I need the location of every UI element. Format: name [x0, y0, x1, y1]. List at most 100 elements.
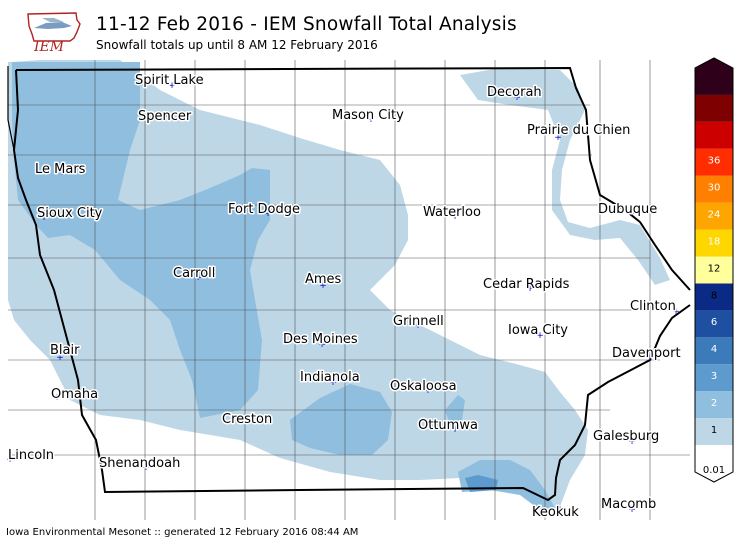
city-dot-creston: +: [258, 417, 266, 427]
colorbar-segment: [695, 229, 733, 257]
colorbar-segment: [695, 310, 733, 338]
city-dot-des-moines: +: [318, 340, 326, 350]
city-dot-davenport: +: [646, 353, 654, 363]
map-title: 11-12 Feb 2016 - IEM Snowfall Total Anal…: [96, 14, 517, 35]
city-dot-waterloo: +: [451, 212, 459, 222]
snowfall-area-light: [8, 60, 588, 512]
colorbar-segment: [695, 364, 733, 392]
city-label-waterloo: Waterloo: [423, 205, 481, 220]
city-dot-keokuk: +: [556, 505, 564, 515]
city-label-oskaloosa: Oskaloosa: [390, 379, 457, 394]
city-label-davenport: Davenport: [612, 346, 681, 361]
snowfall-area-ne-light: [460, 68, 670, 285]
iem-logo: IEM: [24, 8, 84, 55]
colorbar-segment: [695, 391, 733, 419]
colorbar-label: 3: [711, 371, 717, 382]
colorbar-segment: [695, 445, 733, 472]
city-dot-shenandoah: +: [142, 463, 150, 473]
city-label-iowa-city: Iowa City: [508, 323, 568, 338]
city-dot-galesburg: +: [628, 437, 636, 447]
city-label-sioux-city: Sioux City: [37, 206, 103, 221]
colorbar-outline: [694, 57, 734, 483]
city-label-des-moines: Des Moines: [283, 332, 358, 347]
snowfall-colorbar: 0.01 1 2 3 4 6 8 12 18 24 30 36: [693, 52, 737, 492]
colorbar-segment: [695, 148, 733, 176]
logo-text: IEM: [33, 39, 65, 54]
city-label-grinnell: Grinnell: [393, 314, 444, 329]
colorbar-segment: [695, 283, 733, 311]
city-dot-fort-dodge: +: [264, 209, 272, 219]
city-label-ottumwa: Ottumwa: [418, 418, 478, 433]
city-label-cedar-rapids: Cedar Rapids: [483, 277, 570, 292]
city-dot-indianola: +: [329, 378, 337, 388]
colorbar-segment: [695, 418, 733, 446]
colorbar-segment: [695, 121, 733, 149]
city-dot-oskaloosa: +: [424, 386, 432, 396]
nebraska-dakota-border: [7, 66, 15, 151]
colorbar-label: 36: [708, 156, 721, 167]
city-dot-grinnell: +: [414, 321, 422, 331]
colorbar-label: 30: [708, 183, 721, 194]
colorbar-segment: [695, 68, 733, 95]
colorbar-label: 1: [711, 425, 717, 436]
city-label-carroll: Carroll: [173, 266, 215, 281]
city-dot-prairie-du-chien: +: [554, 133, 562, 143]
iowa-border: [12, 66, 691, 502]
city-dot-spencer: +: [163, 110, 171, 120]
city-dot-dubuque: +: [628, 209, 636, 219]
city-label-clinton: Clinton: [630, 299, 676, 314]
city-dot-carroll: +: [194, 273, 202, 283]
city-dot-clinton: +: [672, 307, 680, 317]
state-borders: [7, 66, 691, 502]
city-label-fort-dodge: Fort Dodge: [228, 202, 300, 217]
city-dot-ottumwa: +: [451, 425, 459, 435]
colorbar-label: 0.01: [703, 465, 725, 476]
city-markers: +Spirit Lake+Decorah+Spencer +Mason City+…: [6, 72, 682, 522]
colorbar-segment: [695, 202, 733, 230]
city-dot-ames: +: [319, 281, 327, 291]
city-label-le-mars: Le Mars: [35, 162, 86, 177]
snowfall-area-medium-south: [290, 384, 392, 455]
city-label-indianola: Indianola: [300, 370, 360, 385]
colorbar-label: 18: [708, 236, 721, 247]
colorbar-segment: [695, 337, 733, 365]
city-dot-macomb: +: [628, 505, 636, 515]
city-label-ames: Ames: [305, 272, 342, 287]
colorbar-bottom-cap: [695, 472, 733, 482]
city-label-decorah: Decorah: [487, 85, 542, 100]
city-dot-mason-city: +: [367, 115, 375, 125]
city-label-spencer: Spencer: [138, 109, 192, 124]
colorbar-top-cap: [695, 58, 733, 68]
colorbar-label: 8: [711, 290, 717, 301]
city-label-lincoln: Lincoln: [8, 448, 54, 463]
city-dot-lincoln: +: [6, 455, 14, 465]
colorbar-segment: [695, 256, 733, 284]
colorbar-label: 4: [711, 344, 717, 355]
map-svg: +Spirit Lake+Decorah+Spencer +Mason City+…: [6, 56, 692, 523]
footer-credit: Iowa Environmental Mesonet :: generated …: [6, 527, 359, 538]
iem-logo-graphic: IEM: [27, 12, 81, 55]
colorbar-label: 12: [708, 263, 721, 274]
county-grid: [8, 60, 690, 520]
city-label-creston: Creston: [222, 412, 272, 427]
colorbar-segment: [695, 94, 733, 122]
city-label-macomb: Macomb: [601, 497, 656, 512]
city-dot-cedar-rapids: +: [526, 284, 534, 294]
city-dot-le-mars: +: [58, 168, 66, 178]
city-dot-decorah: +: [513, 93, 521, 103]
city-dot-iowa-city: +: [536, 331, 544, 341]
snowfall-area-medium-sse: [458, 460, 555, 510]
colorbar-label: 6: [711, 317, 717, 328]
snowfall-map: + Spirit Lake + Decorah + Spencer + Mason City +…: [6, 56, 692, 523]
city-label-galesburg: Galesburg: [593, 429, 659, 444]
city-label-shenandoah: Shenandoah: [99, 456, 180, 471]
city-label-prairie-du-chien: Prairie du Chien: [527, 123, 630, 138]
city-label-omaha: Omaha: [51, 387, 98, 402]
colorbar-segment: [695, 175, 733, 203]
city-label-keokuk: Keokuk: [532, 505, 579, 520]
colorbar-label: 2: [711, 398, 717, 409]
map-subtitle: Snowfall totals up until 8 AM 12 Februar…: [96, 38, 378, 52]
snowfall-area-medium: [12, 62, 270, 418]
city-label-blair: Blair: [50, 343, 80, 358]
